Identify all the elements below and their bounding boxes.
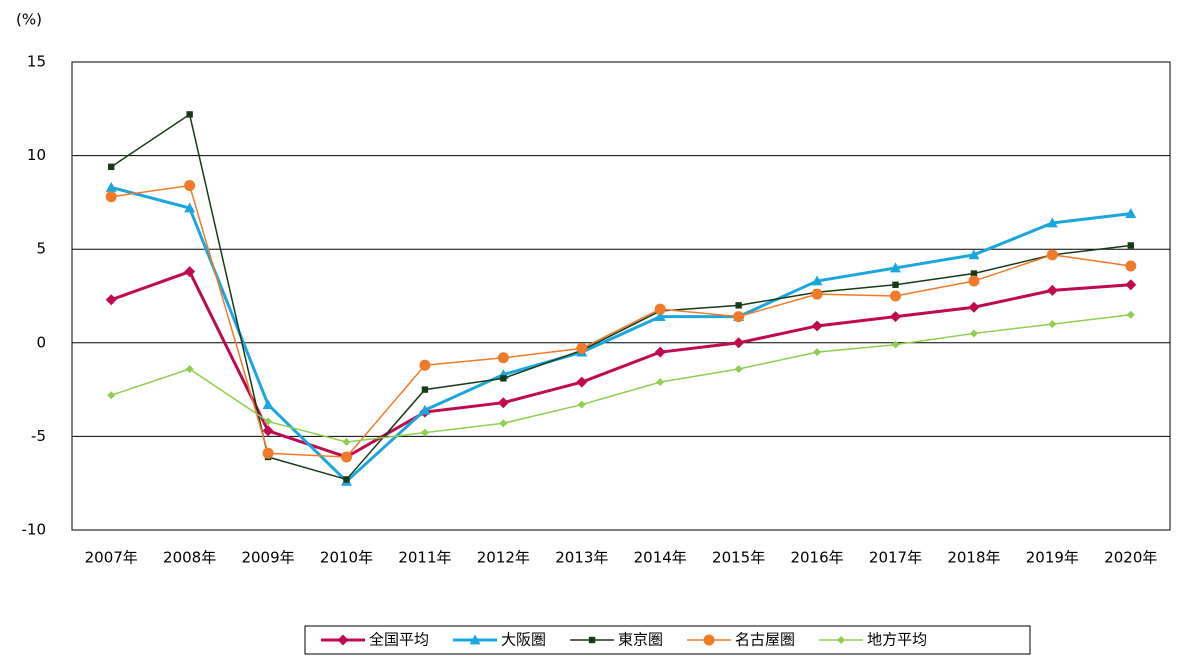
marker — [419, 404, 431, 415]
x-tick-label: 2013年 — [555, 549, 608, 567]
marker — [890, 290, 901, 302]
marker — [1048, 320, 1057, 329]
marker — [1125, 279, 1137, 291]
y-tick-label: -5 — [31, 427, 46, 445]
y-tick-label: 15 — [27, 53, 46, 71]
marker — [342, 438, 351, 447]
marker — [186, 111, 193, 118]
marker — [969, 329, 978, 338]
x-tick-label: 2020年 — [1104, 549, 1157, 567]
line — [110, 269, 1131, 459]
y-tick-label: 0 — [36, 333, 46, 351]
line — [110, 113, 1131, 481]
marker — [970, 270, 978, 277]
marker — [105, 294, 117, 306]
marker — [420, 428, 429, 437]
marker — [499, 419, 508, 428]
marker — [343, 476, 350, 483]
marker — [184, 266, 196, 278]
marker — [1125, 260, 1137, 272]
marker — [890, 262, 901, 273]
x-tick-label: 2016年 — [790, 549, 843, 567]
marker — [108, 163, 115, 171]
marker — [654, 346, 666, 358]
marker — [105, 181, 117, 192]
marker — [733, 311, 745, 323]
marker — [107, 391, 116, 400]
marker — [733, 337, 745, 349]
marker — [184, 202, 196, 213]
marker — [497, 352, 509, 364]
marker — [262, 399, 274, 409]
marker — [811, 275, 823, 286]
x-tick-label: 2015年 — [712, 549, 765, 567]
marker — [264, 417, 273, 426]
marker — [1046, 217, 1058, 228]
marker — [497, 397, 509, 409]
x-tick-label: 2011年 — [398, 549, 451, 567]
marker — [1127, 242, 1134, 249]
marker — [892, 281, 899, 288]
x-tick-label: 2018年 — [947, 549, 1000, 567]
y-axis-label: (%) — [16, 11, 42, 29]
plot-area — [71, 61, 1171, 531]
legend-label: 全国平均 — [369, 631, 429, 649]
marker — [576, 342, 588, 354]
marker — [890, 311, 901, 323]
marker — [891, 340, 900, 349]
marker — [576, 376, 588, 388]
x-tick-label: 2008年 — [163, 549, 216, 567]
marker — [577, 400, 586, 409]
marker — [262, 425, 274, 437]
x-tick-label: 2009年 — [241, 549, 294, 567]
y-tick-label: 5 — [36, 240, 46, 258]
marker — [811, 288, 823, 300]
x-tick-label: 2019年 — [1026, 549, 1079, 567]
legend-label: 地方平均 — [867, 631, 927, 649]
marker — [735, 302, 742, 309]
legend-label: 大阪圏 — [501, 631, 546, 649]
marker — [185, 365, 194, 374]
marker — [968, 275, 980, 287]
y-tick-label: -10 — [22, 521, 47, 539]
marker — [341, 451, 352, 463]
marker — [419, 359, 431, 371]
marker — [1125, 208, 1137, 219]
legend-marker — [337, 634, 349, 646]
marker — [1126, 310, 1135, 319]
line — [110, 313, 1131, 443]
marker — [421, 386, 429, 393]
marker — [654, 303, 666, 315]
legend-label: 東京圏 — [618, 631, 663, 649]
marker — [654, 311, 666, 321]
x-tick-label: 2017年 — [869, 549, 922, 567]
x-tick-label: 2010年 — [320, 549, 373, 567]
x-tick-label: 2012年 — [477, 549, 530, 567]
marker — [105, 191, 117, 203]
legend-label: 名古屋圏 — [735, 631, 795, 649]
marker — [968, 249, 980, 260]
legend-marker — [703, 634, 715, 646]
marker — [184, 180, 196, 192]
legend-marker — [469, 634, 481, 645]
marker — [262, 447, 274, 459]
legend-box — [304, 625, 1031, 655]
marker — [656, 378, 665, 387]
marker — [813, 348, 822, 357]
marker — [811, 320, 823, 332]
marker — [1046, 284, 1058, 296]
x-tick-label: 2007年 — [85, 549, 138, 567]
x-tick-label: 2014年 — [634, 549, 687, 567]
line — [110, 185, 1131, 484]
legend-marker — [837, 636, 846, 644]
y-tick-label: 10 — [27, 146, 46, 164]
legend-marker — [588, 636, 596, 644]
line — [111, 184, 1131, 458]
marker — [500, 375, 507, 382]
marker — [968, 301, 980, 313]
marker — [734, 365, 743, 374]
marker — [1046, 249, 1058, 261]
